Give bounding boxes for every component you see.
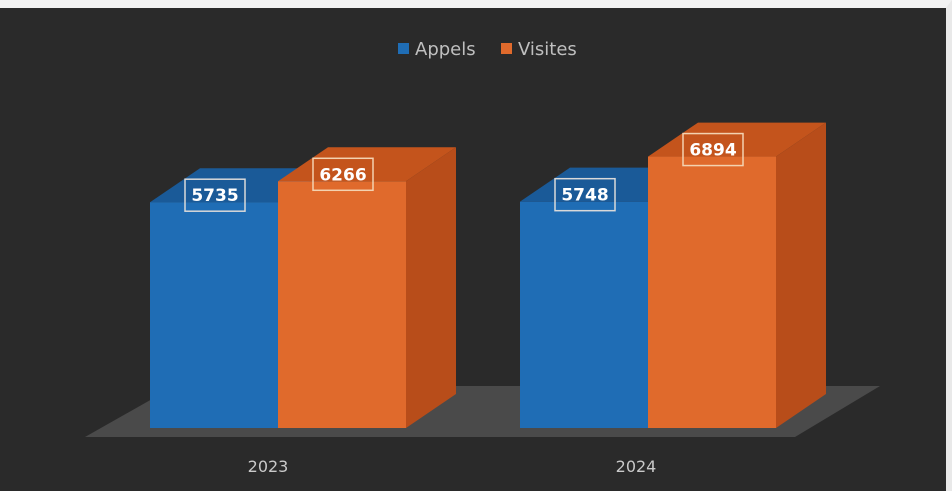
bar-side-face <box>776 122 826 428</box>
data-label-value: 6266 <box>319 165 366 185</box>
bar-front-face <box>278 181 406 428</box>
x-tick-label: 2023 <box>248 457 289 476</box>
data-label-value: 6894 <box>689 141 736 161</box>
bar-top-face <box>278 147 456 182</box>
bar-visites-2024 <box>648 122 826 428</box>
bar-front-face <box>150 202 278 428</box>
legend-item-visites: Visites <box>501 39 577 60</box>
bar-side-face <box>406 147 456 428</box>
data-label-value: 5735 <box>191 186 238 206</box>
legend-item-appels: Appels <box>398 39 476 60</box>
bar-front-face <box>520 201 648 428</box>
legend: Appels Visites <box>398 39 577 60</box>
data-label-box <box>682 132 744 167</box>
data-label-box <box>312 157 374 192</box>
bar-visites-2023 <box>278 147 456 428</box>
data-label-appels-2024: 5748 <box>554 177 616 212</box>
data-label-visites-2023: 6266 <box>312 157 374 192</box>
bar-front-face <box>648 156 776 428</box>
data-label-box <box>554 177 616 212</box>
x-tick-label: 2024 <box>616 457 657 476</box>
legend-swatch <box>398 43 409 54</box>
data-labels: 5735 6266 5748 6894 <box>184 132 744 212</box>
legend-label: Appels <box>415 39 476 60</box>
data-label-visites-2024: 6894 <box>682 132 744 167</box>
data-label-appels-2023: 5735 <box>184 178 246 212</box>
data-label-box <box>184 178 246 212</box>
x-axis-ticks: 2023 2024 <box>248 457 657 476</box>
bars <box>150 122 826 429</box>
legend-label: Visites <box>518 39 577 60</box>
data-label-value: 5748 <box>561 186 608 206</box>
legend-swatch <box>501 43 512 54</box>
bar-top-face <box>648 122 826 157</box>
